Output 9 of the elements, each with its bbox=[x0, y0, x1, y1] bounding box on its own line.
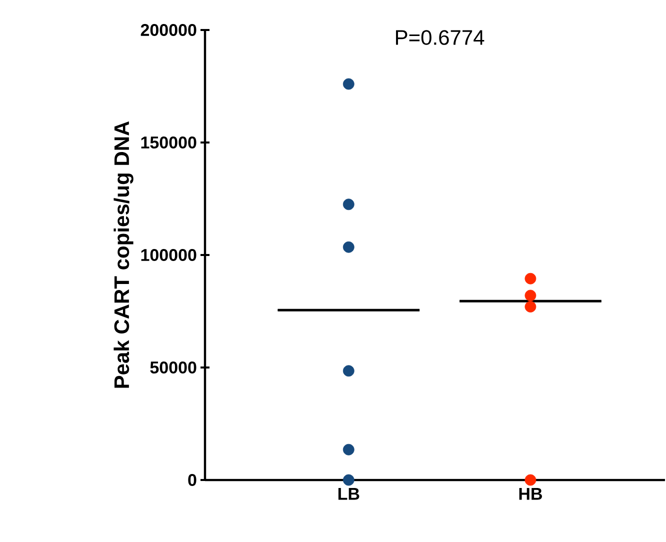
y-axis-title: Peak CART copies/ug DNA bbox=[114, 121, 134, 388]
y-tick-label: 100000 bbox=[141, 248, 196, 262]
x-tick-label: LB bbox=[338, 488, 360, 500]
y-tick-label: 150000 bbox=[141, 136, 196, 149]
y-tick-label: 200000 bbox=[140, 24, 196, 36]
x-tick-label: HB bbox=[519, 488, 542, 500]
y-tick-label: 50000 bbox=[150, 361, 196, 374]
chart-title: P=0.6774 bbox=[396, 30, 484, 45]
y-tick-label: 0 bbox=[188, 474, 196, 486]
